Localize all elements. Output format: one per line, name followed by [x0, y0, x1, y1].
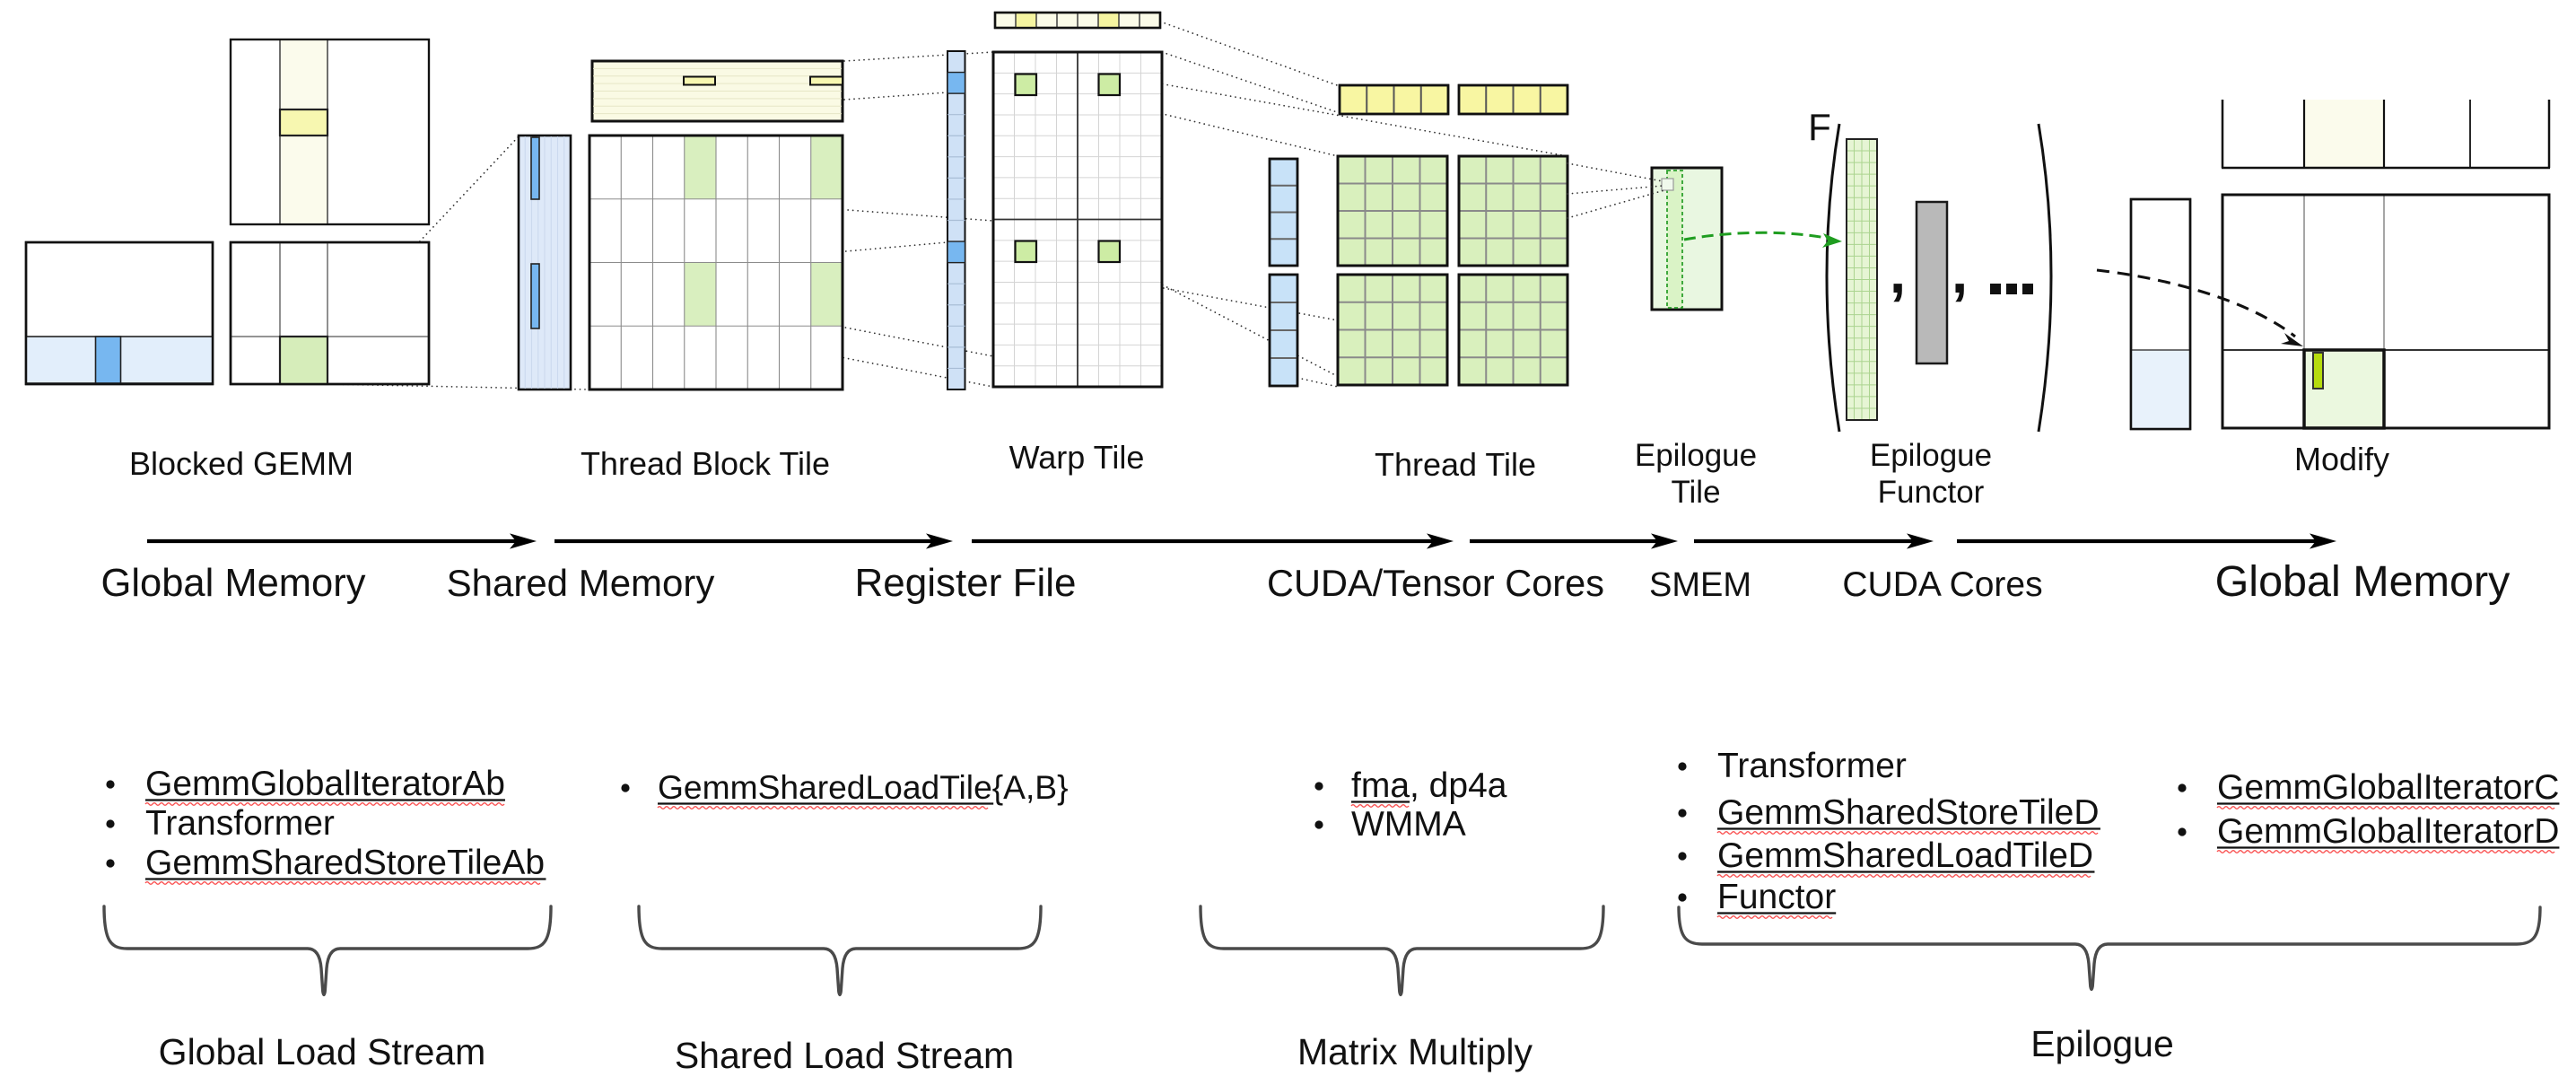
- svg-text:GemmSharedLoadTileD: GemmSharedLoadTileD: [1717, 836, 2093, 875]
- svg-text:F: F: [1808, 106, 1831, 148]
- svg-text:SMEM: SMEM: [1649, 566, 1751, 604]
- svg-text:Functor: Functor: [1717, 878, 1836, 916]
- svg-text:GemmSharedLoadTile{A,B}: GemmSharedLoadTile{A,B}: [658, 768, 1069, 806]
- svg-text:Transformer: Transformer: [1717, 747, 1907, 785]
- svg-text:Transformer: Transformer: [145, 804, 335, 843]
- svg-text:Blocked GEMM: Blocked GEMM: [129, 445, 354, 482]
- svg-text:Thread Block Tile: Thread Block Tile: [581, 445, 830, 482]
- svg-text:,: ,: [1952, 239, 1968, 305]
- svg-text:Shared Load Stream: Shared Load Stream: [675, 1035, 1014, 1076]
- svg-text:Matrix Multiply: Matrix Multiply: [1297, 1031, 1533, 1072]
- svg-text:GemmSharedStoreTileD: GemmSharedStoreTileD: [1717, 793, 2100, 832]
- svg-text:fma, dp4a: fma, dp4a: [1351, 766, 1507, 805]
- svg-text:Register File: Register File: [855, 561, 1077, 605]
- svg-text:WMMA: WMMA: [1351, 805, 1466, 844]
- svg-text:Warp Tile: Warp Tile: [1009, 439, 1145, 476]
- svg-text:GemmSharedStoreTileAb: GemmSharedStoreTileAb: [145, 844, 545, 882]
- svg-text:Epilogue: Epilogue: [1870, 438, 1992, 473]
- svg-text:Thread Tile: Thread Tile: [1375, 446, 1536, 483]
- svg-text:,: ,: [1890, 239, 1906, 305]
- svg-text:Global Load Stream: Global Load Stream: [159, 1031, 486, 1072]
- svg-text:Shared Memory: Shared Memory: [447, 562, 715, 604]
- svg-text:Tile: Tile: [1671, 475, 1720, 510]
- svg-text:Epilogue: Epilogue: [2030, 1023, 2174, 1064]
- svg-text:Functor: Functor: [1878, 475, 1985, 510]
- svg-text:Epilogue: Epilogue: [1635, 438, 1757, 473]
- svg-text:Modify: Modify: [2294, 441, 2389, 477]
- svg-text:GemmGlobalIteratorAb: GemmGlobalIteratorAb: [145, 765, 505, 803]
- svg-text:GemmGlobalIteratorD: GemmGlobalIteratorD: [2217, 812, 2559, 851]
- svg-text:Global Memory: Global Memory: [101, 562, 366, 605]
- svg-text:CUDA Cores: CUDA Cores: [1842, 565, 2042, 604]
- svg-text:Global Memory: Global Memory: [2215, 557, 2511, 606]
- svg-text:GemmGlobalIteratorC: GemmGlobalIteratorC: [2217, 768, 2559, 807]
- svg-text:CUDA/Tensor Cores: CUDA/Tensor Cores: [1267, 562, 1604, 604]
